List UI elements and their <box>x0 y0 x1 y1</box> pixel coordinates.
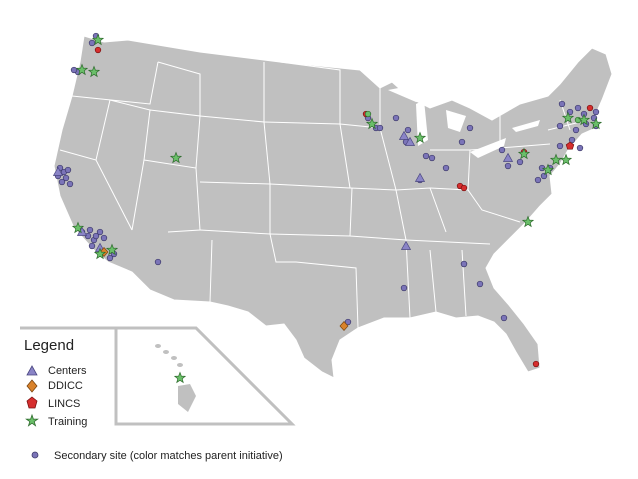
training-site-marker <box>105 243 119 256</box>
centers-site-marker <box>414 172 426 182</box>
training-site-marker <box>521 215 535 228</box>
training-site-marker <box>549 153 563 166</box>
inset-frame <box>20 326 296 426</box>
legend-secondary-note: Secondary site (color matches parent ini… <box>28 449 283 463</box>
secondary-site-marker <box>58 178 66 186</box>
legend-item-ddicc: DDICC <box>24 378 83 394</box>
lincs-site-marker <box>565 141 575 150</box>
training-site-marker <box>75 63 89 76</box>
legend-label: DDICC <box>48 380 83 392</box>
sites <box>52 32 603 384</box>
circle-icon <box>31 451 39 459</box>
secondary-site-marker <box>422 152 430 160</box>
diamond-icon <box>26 379 38 393</box>
secondary-note-text: Secondary site (color matches parent ini… <box>54 450 283 462</box>
secondary-site-marker <box>404 126 412 134</box>
great-lakes <box>388 84 540 158</box>
centers-site-marker <box>400 240 412 250</box>
secondary-site-marker <box>498 146 506 154</box>
secondary-site-marker <box>428 154 436 162</box>
training-site-marker <box>541 163 555 176</box>
training-site-marker <box>577 113 591 126</box>
legend-label: Training <box>48 416 88 428</box>
training-site-marker <box>561 111 575 124</box>
secondary-site-marker <box>88 39 96 47</box>
secondary-site-marker <box>568 136 576 144</box>
secondary-site-marker <box>62 174 70 182</box>
secondary-site-marker <box>344 318 352 326</box>
legend-title: Legend <box>24 337 75 354</box>
hawaii <box>155 344 196 412</box>
secondary-site-marker <box>558 100 566 108</box>
secondary-site-marker <box>64 166 72 174</box>
legend-item-centers: Centers <box>24 363 87 379</box>
secondary-site-marker <box>66 180 74 188</box>
secondary-site-marker <box>466 124 474 132</box>
legend-item-lincs: LINCS <box>24 396 80 412</box>
training-site-marker <box>413 131 427 144</box>
us-mainland <box>53 35 613 379</box>
secondary-site-marker <box>106 254 114 262</box>
training-site-marker <box>71 221 85 234</box>
secondary-site-marker <box>576 144 584 152</box>
centers-site-marker <box>52 166 64 176</box>
training-site-marker <box>91 33 105 46</box>
secondary-site-marker <box>392 114 400 122</box>
lincs-site-marker <box>586 104 594 112</box>
centers-site-marker <box>398 130 410 140</box>
secondary-site-marker <box>88 242 96 250</box>
secondary-site-marker <box>84 232 92 240</box>
secondary-site-marker <box>100 234 108 242</box>
triangle-icon <box>26 365 38 376</box>
secondary-site-marker <box>458 138 466 146</box>
ddicc-site-marker <box>339 320 349 332</box>
secondary-site-marker <box>556 142 564 150</box>
secondary-site-marker <box>592 108 600 116</box>
secondary-site-marker <box>534 176 542 184</box>
lincs-site-marker <box>94 46 102 54</box>
legend-label: Centers <box>48 365 87 377</box>
pentagon-icon <box>26 396 38 409</box>
lincs-site-marker <box>532 360 540 368</box>
secondary-site-marker <box>92 232 100 240</box>
secondary-site-marker <box>556 122 564 130</box>
secondary-site-marker <box>86 226 94 234</box>
star-icon <box>25 413 39 427</box>
legend-label: LINCS <box>48 398 81 410</box>
secondary-site-marker <box>500 314 508 322</box>
training-site-marker <box>517 147 531 160</box>
secondary-site-marker <box>476 280 484 288</box>
training-site-marker <box>87 65 101 78</box>
legend-item-training: Training <box>24 414 87 430</box>
secondary-site-marker <box>96 228 104 236</box>
secondary-site-marker <box>540 172 548 180</box>
secondary-site-marker <box>154 258 162 266</box>
centers-site-marker <box>502 152 514 162</box>
training-site-marker <box>365 117 379 130</box>
centers-site-marker <box>404 136 416 146</box>
training-site-marker <box>559 153 573 166</box>
state-borders <box>59 61 581 329</box>
secondary-site-marker <box>442 164 450 172</box>
training-site-marker <box>169 151 183 164</box>
secondary-site-marker <box>376 124 384 132</box>
lincs-site-marker <box>460 184 468 192</box>
training-site-marker <box>93 247 107 260</box>
secondary-site-marker <box>400 284 408 292</box>
secondary-site-marker <box>70 66 78 74</box>
secondary-site-marker <box>572 126 580 134</box>
secondary-site-marker <box>460 260 468 268</box>
training-site-marker <box>364 110 372 118</box>
secondary-site-marker <box>574 104 582 112</box>
secondary-site-marker <box>504 162 512 170</box>
training-site-marker <box>173 371 187 384</box>
training-site-marker <box>589 117 603 130</box>
secondary-site-marker <box>516 158 524 166</box>
